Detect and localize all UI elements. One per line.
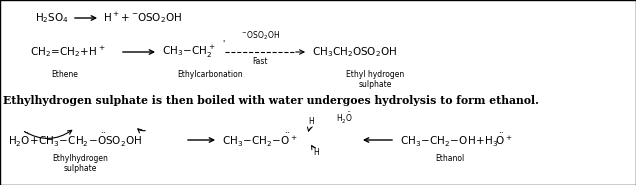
Text: $\mathregular{CH_2\!=\!CH_2\!+\!H^+}$: $\mathregular{CH_2\!=\!CH_2\!+\!H^+}$ (30, 45, 106, 59)
Text: Ethylcarbonation: Ethylcarbonation (177, 70, 243, 79)
Text: $\mathregular{H^+\!+\!{^-\!}OSO_2OH}$: $\mathregular{H^+\!+\!{^-\!}OSO_2OH}$ (103, 11, 182, 26)
Text: H: H (308, 117, 314, 126)
Text: $\mathregular{CH_3\!-\!CH_2\!-\!OH\!+\!H_3\!\ddot{O}^+}$: $\mathregular{CH_3\!-\!CH_2\!-\!OH\!+\!H… (400, 132, 513, 149)
Text: sulphate: sulphate (358, 80, 392, 89)
Text: $\mathregular{CH_3CH_2OSO_2OH}$: $\mathregular{CH_3CH_2OSO_2OH}$ (312, 45, 397, 59)
Text: Ethyl hydrogen: Ethyl hydrogen (346, 70, 404, 79)
Text: Fast: Fast (252, 57, 268, 66)
Text: H: H (313, 148, 319, 157)
Text: Ethylhydrogen sulphate is then boiled with water undergoes hydrolysis to form et: Ethylhydrogen sulphate is then boiled wi… (3, 95, 539, 105)
Text: $\mathregular{H_2\ddot{O}}$: $\mathregular{H_2\ddot{O}}$ (336, 111, 353, 126)
Text: ': ' (222, 40, 225, 49)
Text: Ethylhydrogen: Ethylhydrogen (52, 154, 108, 163)
Text: $\mathregular{H_2SO_4}$: $\mathregular{H_2SO_4}$ (35, 11, 69, 25)
Text: $\mathregular{^-OSO_2OH}$: $\mathregular{^-OSO_2OH}$ (240, 29, 280, 42)
Text: sulphate: sulphate (64, 164, 97, 173)
Text: $\mathregular{H_2\ddot{O}\!+\!CH_3\!-\!CH_2\!-\!\ddot{O}SO_2OH}$: $\mathregular{H_2\ddot{O}\!+\!CH_3\!-\!C… (8, 132, 142, 149)
Text: $\mathregular{CH_3\!-\!CH_2\!-\!\ddot{O}^+}$: $\mathregular{CH_3\!-\!CH_2\!-\!\ddot{O}… (222, 132, 298, 149)
Text: $\mathregular{CH_3\!-\!CH_2^+}$: $\mathregular{CH_3\!-\!CH_2^+}$ (162, 44, 216, 60)
Text: Ethanol: Ethanol (436, 154, 465, 163)
Text: Ethene: Ethene (52, 70, 78, 79)
